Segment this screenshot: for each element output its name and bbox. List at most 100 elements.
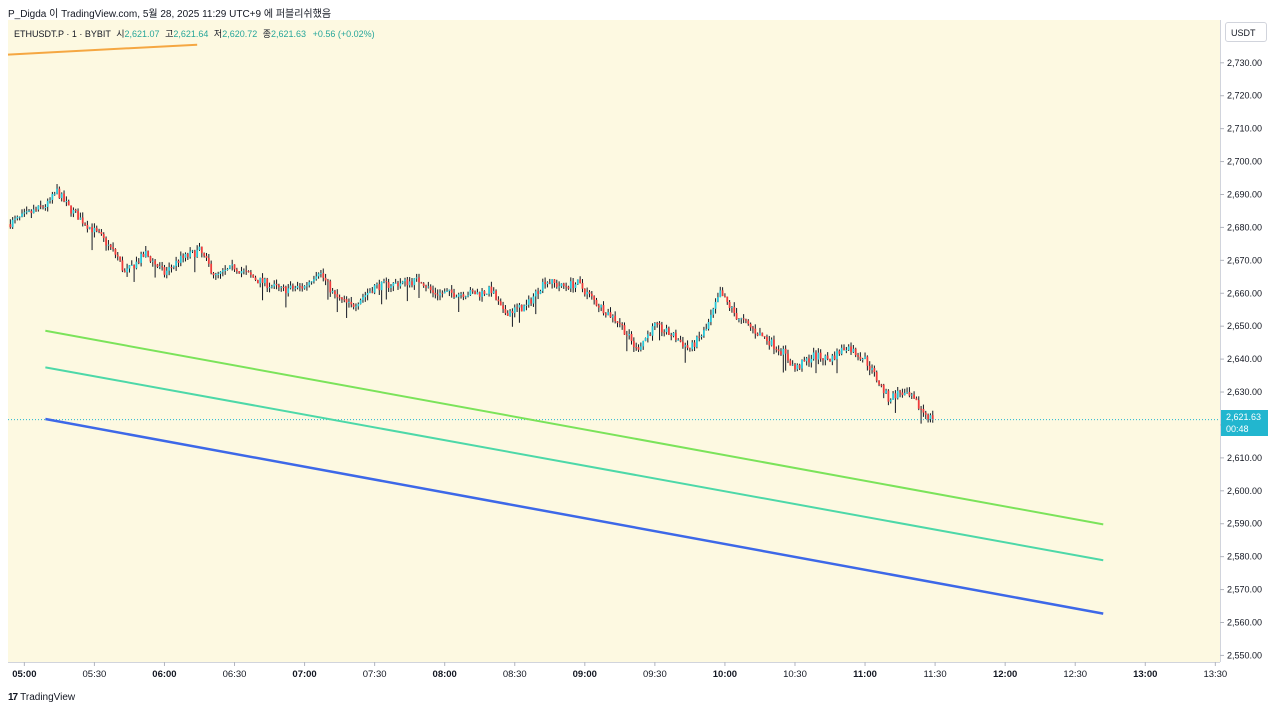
candle-body [39, 205, 42, 207]
candle-body [474, 291, 476, 295]
candle-body [240, 271, 243, 274]
candle-body [871, 368, 873, 371]
candle-body [686, 345, 689, 348]
candle-body [317, 273, 320, 277]
candle-body [427, 286, 430, 288]
candle-body [380, 281, 383, 291]
candle-body [334, 290, 336, 295]
candle-body [693, 342, 696, 347]
candle-body [158, 266, 161, 268]
candle-body [614, 315, 617, 322]
time-tick-label: 12:30 [1063, 669, 1087, 680]
candle-body [784, 348, 787, 354]
candle-body [25, 211, 28, 213]
candle-body [63, 193, 65, 202]
candle-body [548, 282, 551, 284]
candle-body [394, 282, 397, 284]
candle-body [523, 305, 525, 312]
candle-body [749, 323, 752, 328]
currency-button[interactable]: USDT [1225, 22, 1267, 42]
candle-body [37, 205, 40, 210]
candle-body [621, 323, 624, 326]
candle-body [854, 348, 857, 356]
candle-body [373, 285, 376, 293]
symbol-label[interactable]: ETHUSDT.P · 1 · BYBIT [14, 29, 111, 39]
time-tick-label: 06:30 [223, 669, 247, 680]
candle-body [885, 390, 887, 394]
candle-body [476, 292, 479, 295]
candle-body [857, 355, 859, 357]
candle-body [11, 219, 14, 228]
candle-body [397, 282, 399, 287]
candle-body [656, 323, 659, 325]
candle-body [299, 285, 301, 287]
candle-body [880, 384, 883, 386]
high-value: 2,621.64 [173, 29, 209, 39]
candle-body [826, 355, 829, 359]
candle-body [429, 286, 432, 291]
candle-body [77, 210, 79, 220]
candle-body [499, 301, 502, 306]
candle-body [833, 355, 836, 360]
candle-body [401, 281, 404, 284]
candle-body [98, 230, 100, 232]
candle-body [625, 334, 628, 336]
candle-body [756, 333, 759, 336]
candle-body [308, 282, 311, 286]
time-tick-label: 13:30 [1203, 669, 1227, 680]
plot-background [8, 20, 1220, 662]
candle-body [224, 269, 227, 271]
high-label: 고 [165, 29, 174, 39]
candle-body [275, 283, 278, 286]
candle-body [700, 335, 703, 337]
candle-body [256, 280, 259, 284]
candle-body [511, 311, 514, 314]
candle-body [228, 265, 231, 269]
candle-body [432, 290, 434, 293]
candle-body [735, 313, 738, 320]
candle-body [303, 286, 306, 289]
candle-body [861, 358, 864, 360]
candle-body [455, 296, 458, 298]
candle-body [903, 392, 906, 396]
candle-body [562, 283, 565, 286]
candle-body [294, 287, 297, 289]
candle-body [922, 408, 925, 413]
candle-body [467, 295, 469, 297]
candle-body [576, 279, 579, 285]
candle-body [58, 188, 61, 199]
candle-body [191, 250, 194, 252]
tradingview-logo[interactable]: 17 TradingView [8, 692, 75, 703]
price-tick-label: 2,600.00 [1227, 486, 1262, 496]
candle-body [450, 289, 453, 293]
candle-body [383, 281, 385, 283]
publish-caption: P_Digda 이 TradingView.com, 5월 28, 2025 1… [8, 9, 332, 20]
candle-body [392, 282, 395, 287]
close-value: 2,621.63 [271, 29, 307, 39]
candle-body [719, 290, 722, 298]
candle-body [490, 286, 493, 294]
candle-body [731, 307, 733, 309]
candle-body [850, 346, 852, 353]
current-price-value: 2,621.63 [1226, 412, 1262, 422]
candle-body [49, 199, 51, 201]
candle-body [588, 291, 591, 294]
candle-body [464, 296, 467, 298]
candle-body [616, 321, 619, 323]
candle-body [551, 279, 554, 284]
candle-body [123, 270, 126, 273]
candle-body [875, 372, 878, 381]
candle-body [836, 350, 838, 360]
candle-body [567, 286, 570, 289]
price-axis-background[interactable] [1220, 20, 1272, 662]
candle-body [84, 223, 86, 225]
candle-body [207, 257, 210, 264]
candle-body [100, 231, 103, 234]
candle-body [329, 281, 332, 293]
candle-body [665, 328, 668, 333]
candle-body [462, 294, 465, 298]
candle-body [376, 284, 378, 286]
candle-body [441, 292, 444, 294]
candle-body [313, 279, 315, 282]
